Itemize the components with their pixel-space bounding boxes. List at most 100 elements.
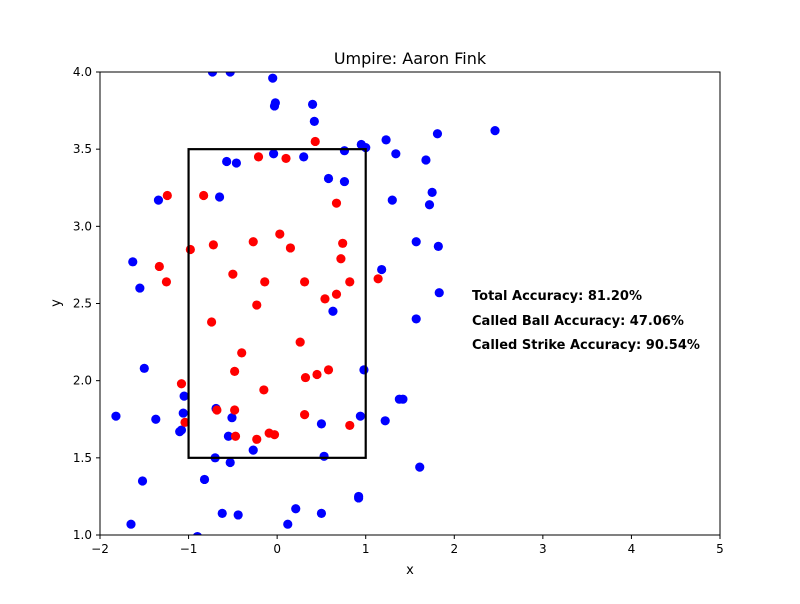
red-pitch-point [373, 274, 383, 284]
red-pitch-point [269, 430, 280, 440]
red-pitch-point [230, 405, 240, 415]
blue-pitch-point [199, 474, 210, 485]
red-pitch-point [295, 337, 305, 347]
blue-pitch-point [319, 451, 329, 461]
red-pitch-point [345, 420, 355, 431]
blue-pitch-point [135, 283, 145, 293]
blue-pitch-point [359, 365, 369, 375]
blue-pitch-point [490, 126, 500, 136]
blue-pitch-point [225, 457, 235, 468]
red-pitch-point [253, 152, 264, 162]
y-tick-label: 3.0 [73, 219, 92, 233]
x-tick-label: −1 [180, 542, 198, 556]
chart-title: Umpire: Aaron Fink [334, 49, 487, 68]
blue-pitch-point [424, 200, 435, 210]
x-tick-label: 5 [716, 542, 724, 556]
blue-pitch-point [128, 257, 138, 267]
x-tick-label: 2 [450, 542, 458, 556]
red-pitch-point [331, 289, 342, 299]
plot-frame [99, 71, 721, 536]
blue-pitch-point [207, 72, 218, 77]
blue-pitch-point [411, 314, 421, 324]
blue-pitch-point [176, 425, 187, 435]
blue-pitch-point [126, 519, 136, 529]
blue-pitch-point [328, 306, 338, 316]
red-pitch-point [285, 243, 296, 253]
red-pitch-point [208, 240, 218, 250]
blue-pitch-point [316, 508, 327, 518]
blue-pitch-point [227, 413, 237, 423]
red-pitch-point [161, 277, 172, 287]
red-pitch-point [180, 417, 190, 427]
blue-pitch-point [433, 241, 443, 251]
blue-pitch-point [398, 394, 408, 404]
blue-pitch-point [377, 264, 387, 275]
red-pitch-point [331, 198, 342, 208]
blue-pitch-point [380, 416, 390, 426]
y-tick-label: 2.0 [73, 374, 92, 388]
blue-pitch-point [283, 519, 293, 529]
blue-pitch-point [231, 158, 241, 168]
red-pitch-point [275, 229, 285, 239]
y-tick-label: 3.5 [73, 142, 92, 156]
y-tick-label: 1.0 [73, 528, 92, 542]
blue-pitch-point [268, 73, 278, 83]
x-tick-label: 4 [628, 542, 636, 556]
red-pitch-point [336, 254, 346, 264]
red-pitch-point [259, 385, 269, 395]
blue-pitch-point [248, 445, 258, 455]
blue-pitch-point [355, 411, 365, 421]
blue-pitch-point [214, 192, 225, 202]
blue-pitch-point [354, 493, 364, 503]
blue-pitch-point [339, 176, 350, 187]
y-tick-label: 1.5 [73, 451, 92, 465]
blue-pitch-point [137, 476, 148, 486]
red-pitch-point [230, 431, 241, 441]
strike-zone [187, 148, 367, 459]
ticks-layer: −2 −1 0 1 2 3 4 5 1.0 1.5 2.0 2.5 3.0 3.5 4.0 [73, 65, 724, 556]
red-pitch-point [338, 238, 348, 248]
blue-pitch-point [391, 149, 401, 159]
red-pitch-point [162, 190, 172, 201]
red-pitch-point [248, 237, 258, 247]
red-pitch-point [312, 369, 322, 380]
red-pitch-point [230, 366, 240, 377]
blue-pitch-point [269, 101, 280, 111]
red-pitch-point [228, 269, 238, 279]
red-pitch-point [176, 379, 187, 389]
red-pitch-point [281, 153, 291, 164]
called-ball-accuracy-label: Called Ball Accuracy: 47.06% [472, 314, 684, 329]
red-pitch-point [154, 261, 164, 272]
y-axis-label: y [49, 299, 64, 307]
red-pitch-point [260, 277, 270, 287]
blue-pitch-point [179, 391, 189, 401]
blue-pitch-point [309, 116, 319, 126]
blue-pitch-point [223, 431, 234, 441]
blue-pitch-point [415, 462, 425, 472]
x-tick-label: −2 [91, 542, 109, 556]
blue-pitch-point [269, 149, 279, 159]
blue-pitch-point [411, 237, 421, 247]
blue-pitch-point [217, 508, 227, 518]
blue-pitch-point [307, 99, 318, 110]
red-pitch-point [199, 190, 209, 201]
blue-pitch-point [111, 411, 121, 421]
blue-pitch-point [222, 156, 232, 167]
total-accuracy-label: Total Accuracy: 81.20% [472, 289, 642, 304]
red-pitch-point [237, 348, 247, 358]
x-axis-label: x [406, 563, 414, 578]
blue-pitch-point [432, 129, 443, 139]
blue-pitch-point [233, 510, 243, 520]
blue-pitch-point [153, 195, 164, 205]
blue-pitch-point [139, 363, 149, 373]
red-pitch-point [207, 317, 217, 327]
red-pitch-point [252, 434, 262, 444]
blue-pitch-point [225, 72, 235, 77]
blue-pitch-point [193, 531, 202, 535]
blue-pitch-point [316, 419, 327, 429]
red-pitch-point [252, 300, 262, 310]
red-pitch-point [300, 277, 310, 287]
blue-pitch-point [381, 135, 391, 145]
